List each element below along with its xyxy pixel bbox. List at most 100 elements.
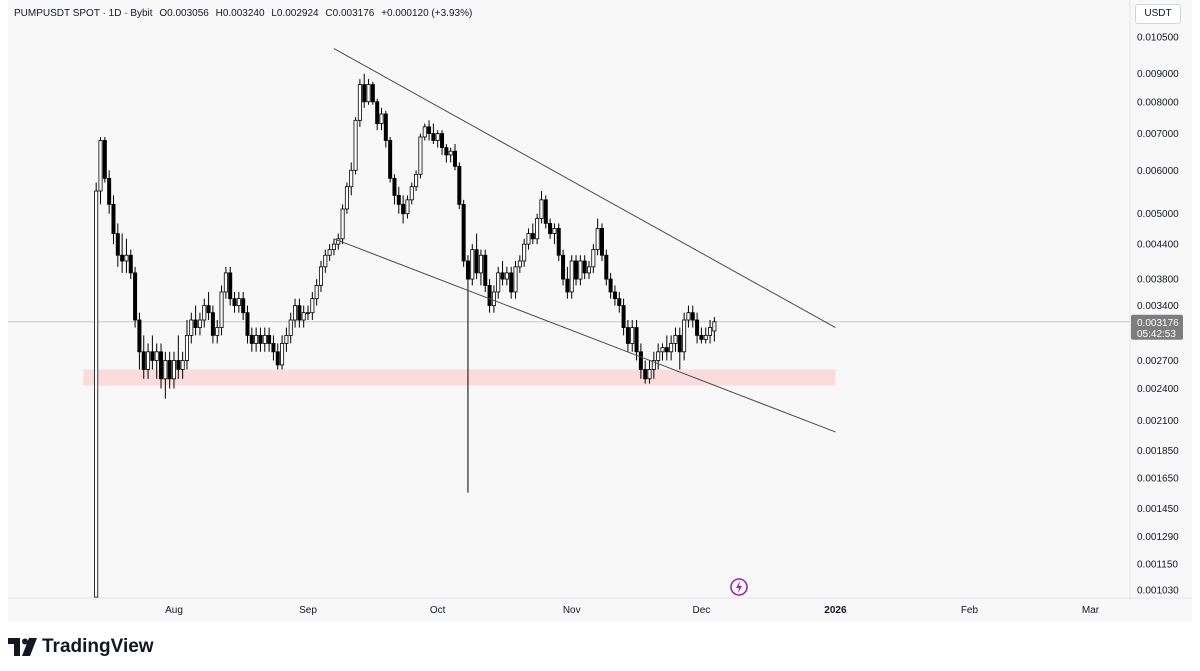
y-tick-label: 0.001030 <box>1137 586 1179 597</box>
candle-body <box>154 351 159 361</box>
candle <box>565 266 570 299</box>
candle-body <box>552 228 557 234</box>
candle <box>193 305 198 336</box>
candle-body <box>561 254 566 280</box>
candle-body <box>677 334 682 353</box>
candle-body <box>293 305 298 321</box>
candle <box>561 249 566 286</box>
symbol-name[interactable]: PUMPUSDT SPOT · 1D · Bybit <box>14 8 153 19</box>
candle-body <box>509 272 514 293</box>
candle-body <box>660 347 665 353</box>
candle-body <box>647 369 652 380</box>
candle <box>409 182 414 205</box>
candle-body <box>193 319 198 328</box>
candle <box>236 291 241 313</box>
candle-body <box>427 126 432 134</box>
candle <box>215 320 220 344</box>
candle <box>682 312 687 361</box>
candle <box>664 335 669 361</box>
candle <box>228 266 233 306</box>
candle-body <box>241 298 246 314</box>
candle-body <box>176 360 181 370</box>
candle <box>349 162 354 196</box>
candle <box>427 120 432 141</box>
candle-body <box>470 249 475 280</box>
candle-body <box>638 351 643 370</box>
x-tick-label: Sep <box>299 605 317 616</box>
candle-body <box>535 218 540 240</box>
candle <box>111 195 116 245</box>
currency-button[interactable]: USDT <box>1135 4 1181 24</box>
candle-body <box>327 249 332 256</box>
candle-body <box>491 291 496 306</box>
candle <box>379 107 384 131</box>
candle-body <box>686 312 691 321</box>
candle <box>526 228 531 250</box>
candle <box>323 249 328 273</box>
candle <box>362 73 367 108</box>
candle <box>530 223 535 245</box>
candle-body <box>669 343 674 353</box>
y-tick-label: 0.007000 <box>1137 129 1179 140</box>
candle <box>258 327 263 352</box>
candle <box>176 335 181 379</box>
candle <box>625 320 630 352</box>
y-tick-label: 0.010500 <box>1137 33 1179 44</box>
candle-body <box>422 126 427 138</box>
lightning-icon[interactable] <box>729 577 749 597</box>
candle-body <box>465 260 470 280</box>
support-zone <box>83 369 836 386</box>
y-tick-label: 0.001650 <box>1137 473 1179 484</box>
candle <box>163 351 168 399</box>
candle-body <box>275 351 280 366</box>
y-tick-label: 0.001450 <box>1137 504 1179 515</box>
candle <box>452 144 457 171</box>
candle <box>275 343 280 370</box>
candle <box>504 266 509 286</box>
candle-body <box>582 260 587 274</box>
candle-body <box>656 351 661 361</box>
candle <box>647 360 652 384</box>
candle <box>422 123 427 141</box>
x-tick-label: Nov <box>563 605 581 616</box>
candle-body <box>219 291 224 328</box>
candle-body <box>444 147 449 156</box>
candle-body <box>306 312 311 315</box>
candle-body <box>340 208 345 240</box>
candle-body <box>388 140 393 179</box>
candle-body <box>163 360 168 380</box>
candle <box>448 147 453 163</box>
candle-body <box>474 249 479 274</box>
candle-body <box>331 243 336 251</box>
y-tick-label: 0.002400 <box>1137 384 1179 395</box>
candle <box>344 182 349 214</box>
candle <box>574 255 579 286</box>
candle <box>405 195 410 219</box>
candle <box>599 223 604 261</box>
candle <box>651 351 656 379</box>
candle-body <box>137 319 142 353</box>
candle <box>370 81 375 105</box>
candle-body <box>539 199 544 219</box>
candle <box>712 317 717 342</box>
candle-body <box>262 334 267 344</box>
y-tick-label: 0.005000 <box>1137 209 1179 220</box>
candle <box>401 195 406 224</box>
candle-body <box>504 272 509 280</box>
change-value: +0.000120 (+3.93%) <box>381 8 473 19</box>
candle <box>522 238 527 267</box>
candle-body <box>323 254 328 268</box>
y-tick-label: 0.006000 <box>1137 166 1179 177</box>
candle-body <box>111 203 116 234</box>
candle-body <box>530 233 535 240</box>
y-tick-label: 0.008000 <box>1137 97 1179 108</box>
candle-body <box>405 199 410 215</box>
candle <box>254 327 259 352</box>
x-tick-label: Oct <box>430 605 446 616</box>
candle-body <box>664 347 669 353</box>
candle <box>621 298 626 336</box>
candle-body <box>396 194 401 205</box>
candle <box>638 343 643 379</box>
candle-body <box>301 312 306 321</box>
